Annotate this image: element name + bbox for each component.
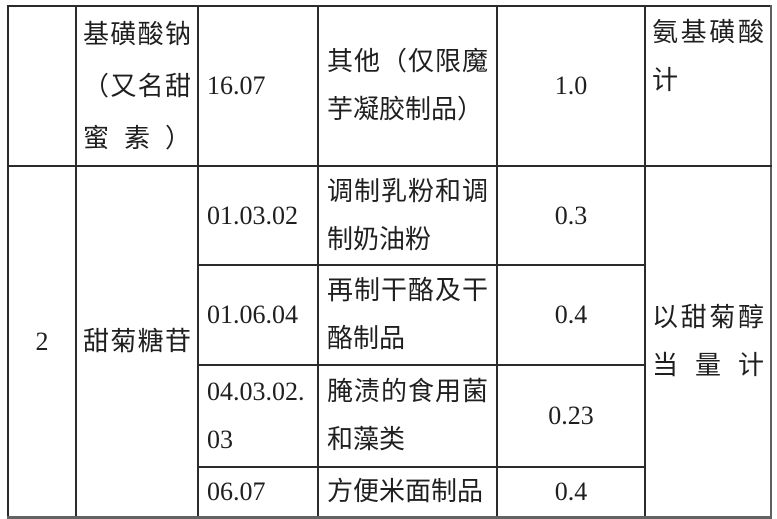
food-name-cell: 其他（仅限魔芋凝胶制品）: [317, 5, 498, 167]
additive-name-cell: 基磺酸钠（又名甜蜜素）: [75, 5, 199, 167]
row-number-cell: [7, 5, 77, 167]
max-usage-cell: 0.4: [496, 264, 646, 366]
food-category-code-cell: 01.03.02: [197, 165, 319, 266]
food-name-cell: 再制干酪及干酪制品: [317, 264, 498, 366]
max-usage-cell: 0.3: [496, 165, 646, 266]
table-row: 04.03.02.03 腌渍的食用菌和藻类 0.23: [8, 364, 771, 468]
table-row: 2 甜菊糖苷 01.03.02 调制乳粉和调制奶油粉 0.3 以甜菊醇当量计: [7, 165, 772, 519]
food-name-cell: 调制乳粉和调制奶油粉: [317, 165, 498, 266]
food-category-code-cell: 01.06.04: [197, 264, 319, 366]
max-usage-cell: 1.0: [496, 5, 646, 167]
table-row: 基磺酸钠（又名甜蜜素） 16.07 其他（仅限魔芋凝胶制品） 1.0 氨基磺酸计: [7, 5, 772, 167]
unit-note-cell: 以甜菊醇当量计: [644, 165, 772, 519]
row-number-cell: 2: [7, 165, 77, 519]
max-usage-cell: 0.23: [496, 364, 646, 468]
unit-note-cell: 氨基磺酸计: [644, 5, 772, 167]
food-name-cell: 腌渍的食用菌和藻类: [317, 364, 498, 468]
additive-name-cell: 甜菊糖苷: [75, 165, 199, 519]
food-category-code-cell: 04.03.02.03: [197, 364, 319, 468]
food-category-code-cell: 16.07: [197, 5, 319, 167]
additive-limits-table: 基磺酸钠（又名甜蜜素） 16.07 其他（仅限魔芋凝胶制品） 1.0 氨基磺酸计…: [7, 5, 772, 519]
table-row: 01.06.04 再制干酪及干酪制品 0.4: [8, 264, 771, 366]
